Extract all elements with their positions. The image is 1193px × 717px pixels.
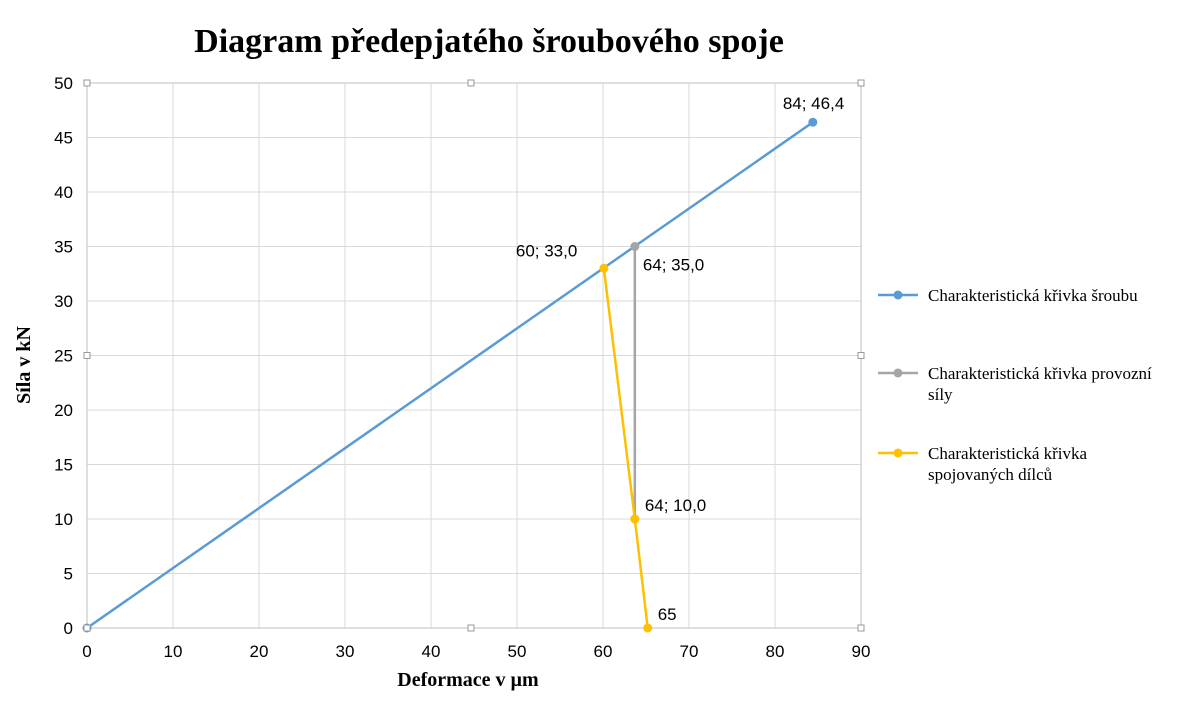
x-tick-label: 40: [422, 642, 441, 661]
y-tick-label: 45: [54, 129, 73, 148]
series-line-2: [602, 268, 649, 629]
x-tick-label: 90: [852, 642, 871, 661]
resize-handle: [467, 79, 475, 87]
data-label: 64; 35,0: [643, 256, 704, 275]
legend-swatch-marker: [893, 448, 903, 458]
x-tick-label: 60: [594, 642, 613, 661]
y-tick-label: 5: [64, 565, 73, 584]
data-point: [630, 242, 640, 251]
legend-text-line: spojovaných dílců: [928, 465, 1053, 484]
data-point: [599, 263, 609, 273]
series-layer: 84; 46,4 64; 35,0 64; 10,0 60; 33,0 65: [82, 94, 844, 633]
x-tick-label: 30: [336, 642, 355, 661]
series-line-0: [86, 121, 814, 630]
chart-title: Diagram předepjatého šroubového spoje: [194, 23, 784, 60]
y-tick-label: 40: [54, 183, 73, 202]
resize-handle: [467, 624, 475, 632]
data-point: [643, 623, 653, 633]
x-tick-label: 20: [250, 642, 269, 661]
y-tick-label: 50: [54, 74, 73, 93]
selection-handles: [83, 79, 865, 632]
legend-entry: Charakteristická křivka spojovaných dílců: [928, 444, 1088, 484]
legend-swatch-marker: [893, 368, 903, 378]
y-tick-label: 25: [54, 347, 73, 366]
legend-text-line: Charakteristická křivka provozní: [928, 364, 1152, 383]
resize-handle: [857, 624, 865, 632]
y-tick-label: 10: [54, 510, 73, 529]
y-tick-label: 35: [54, 238, 73, 257]
y-tick-label: 0: [64, 619, 73, 638]
data-label: 65: [658, 605, 677, 624]
data-label: 64; 10,0: [645, 496, 706, 515]
y-tick-label: 15: [54, 456, 73, 475]
legend-entry: Charakteristická křivka provozní síly: [928, 364, 1152, 404]
ticks: 0 10 20 30 40 50 60 70 80 90 0 5 10 15 20 25 30 35 40 45 50: [54, 74, 870, 661]
y-tick-label: 30: [54, 292, 73, 311]
legend-swatch-marker: [893, 290, 903, 300]
data-label: 60; 33,0: [516, 241, 577, 260]
x-tick-label: 80: [766, 642, 785, 661]
legend-text-line: síly: [928, 385, 953, 404]
legend-text-line: Charakteristická křivka: [928, 444, 1088, 463]
data-label: 84; 46,4: [783, 94, 844, 113]
resize-handle: [83, 352, 91, 359]
x-tick-label: 0: [82, 642, 91, 661]
resize-handle: [857, 352, 865, 359]
data-point: [808, 117, 818, 127]
y-tick-label: 20: [54, 401, 73, 420]
y-axis-label: Síla v kN: [13, 326, 35, 404]
x-tick-label: 10: [164, 642, 183, 661]
x-tick-label: 70: [680, 642, 699, 661]
resize-handle: [83, 624, 91, 632]
x-axis-label: Deformace v µm: [397, 669, 539, 691]
data-point: [630, 514, 640, 524]
legend-entry: Charakteristická křivka šroubu: [928, 286, 1138, 305]
resize-handle: [857, 79, 865, 87]
x-tick-label: 50: [508, 642, 527, 661]
legend: Charakteristická křivka šroubu Charakteri…: [878, 286, 1152, 484]
legend-text-line: Charakteristická křivka šroubu: [928, 286, 1138, 305]
resize-handle: [83, 79, 91, 87]
